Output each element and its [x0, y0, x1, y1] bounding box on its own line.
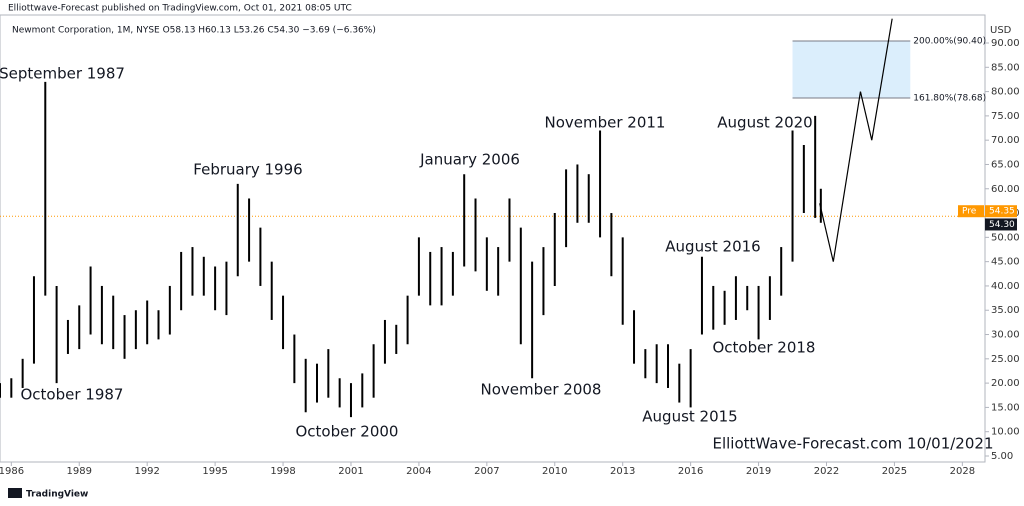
y-tick-label: 65.00: [991, 159, 1020, 170]
y-tick-label: 20.00: [991, 378, 1020, 389]
y-tick-label: 30.00: [991, 330, 1020, 341]
last-price-label: 54.30: [989, 220, 1015, 230]
x-tick-label: 2028: [950, 466, 975, 477]
x-tick-label: 2016: [678, 466, 703, 477]
annotation: September 1987: [0, 65, 125, 83]
y-tick-label: 70.00: [991, 135, 1020, 146]
y-tick-label: 50.00: [991, 232, 1020, 243]
x-tick-label: 2025: [882, 466, 907, 477]
x-tick-label: 1989: [67, 466, 92, 477]
x-tick-label: 2019: [746, 466, 771, 477]
footer-brand: TradingView: [26, 490, 88, 500]
x-tick-label: 1986: [0, 466, 24, 477]
x-tick-label: 2022: [814, 466, 839, 477]
x-tick-label: 1995: [202, 466, 227, 477]
x-tick-label: 1992: [134, 466, 159, 477]
currency: USD: [990, 25, 1012, 36]
y-tick-label: 80.00: [991, 87, 1020, 98]
x-tick-label: 2001: [338, 466, 363, 477]
fib-label: 200.00%(90.40): [913, 37, 986, 47]
y-tick-label: 75.00: [991, 111, 1020, 122]
annotation: August 2015: [642, 408, 737, 426]
published-line: Elliottwave-Forecast published on Tradin…: [8, 4, 352, 14]
y-tick-label: 10.00: [991, 427, 1020, 438]
annotation: October 2000: [296, 423, 399, 441]
pre-label: 54.35: [989, 207, 1015, 217]
annotation: August 2020: [717, 114, 812, 132]
annotation: November 2011: [545, 114, 666, 132]
pre-label-bg: [985, 205, 1017, 218]
x-tick-label: 1998: [270, 466, 295, 477]
x-tick-label: 2007: [474, 466, 499, 477]
y-tick-label: 5.00: [991, 451, 1013, 462]
annotation: October 2018: [713, 339, 816, 357]
tv-logo: [8, 488, 22, 498]
symbol-line: Newmont Corporation, 1M, NYSE O58.13 H60…: [12, 26, 376, 36]
y-tick-label: 60.00: [991, 184, 1020, 195]
pre-tag-bg: [958, 205, 984, 218]
annotation: November 2008: [481, 381, 602, 399]
annotation: February 1996: [193, 161, 302, 179]
last-price-bg: [985, 218, 1017, 231]
y-tick-label: 25.00: [991, 354, 1020, 365]
plot: [0, 18, 985, 418]
annotation: August 2016: [665, 238, 760, 256]
y-tick-label: 90.00: [991, 38, 1020, 49]
x-tick-label: 2004: [406, 466, 431, 477]
x-tick-label: 2013: [610, 466, 635, 477]
fib-label: 161.80%(78.68): [913, 94, 986, 104]
annotation: January 2006: [419, 151, 520, 169]
y-tick-label: 45.00: [991, 257, 1020, 268]
y-tick-label: 40.00: [991, 281, 1020, 292]
pre-tag: Pre: [962, 207, 977, 217]
annotation: October 1987: [21, 386, 124, 404]
projection-line: [819, 18, 893, 262]
watermark: ElliottWave-Forecast.com 10/01/2021: [712, 435, 993, 453]
y-tick-label: 15.00: [991, 402, 1020, 413]
y-tick-label: 35.00: [991, 305, 1020, 316]
fib-box: [792, 41, 911, 99]
x-tick-label: 2010: [542, 466, 567, 477]
y-tick-label: 85.00: [991, 62, 1020, 73]
